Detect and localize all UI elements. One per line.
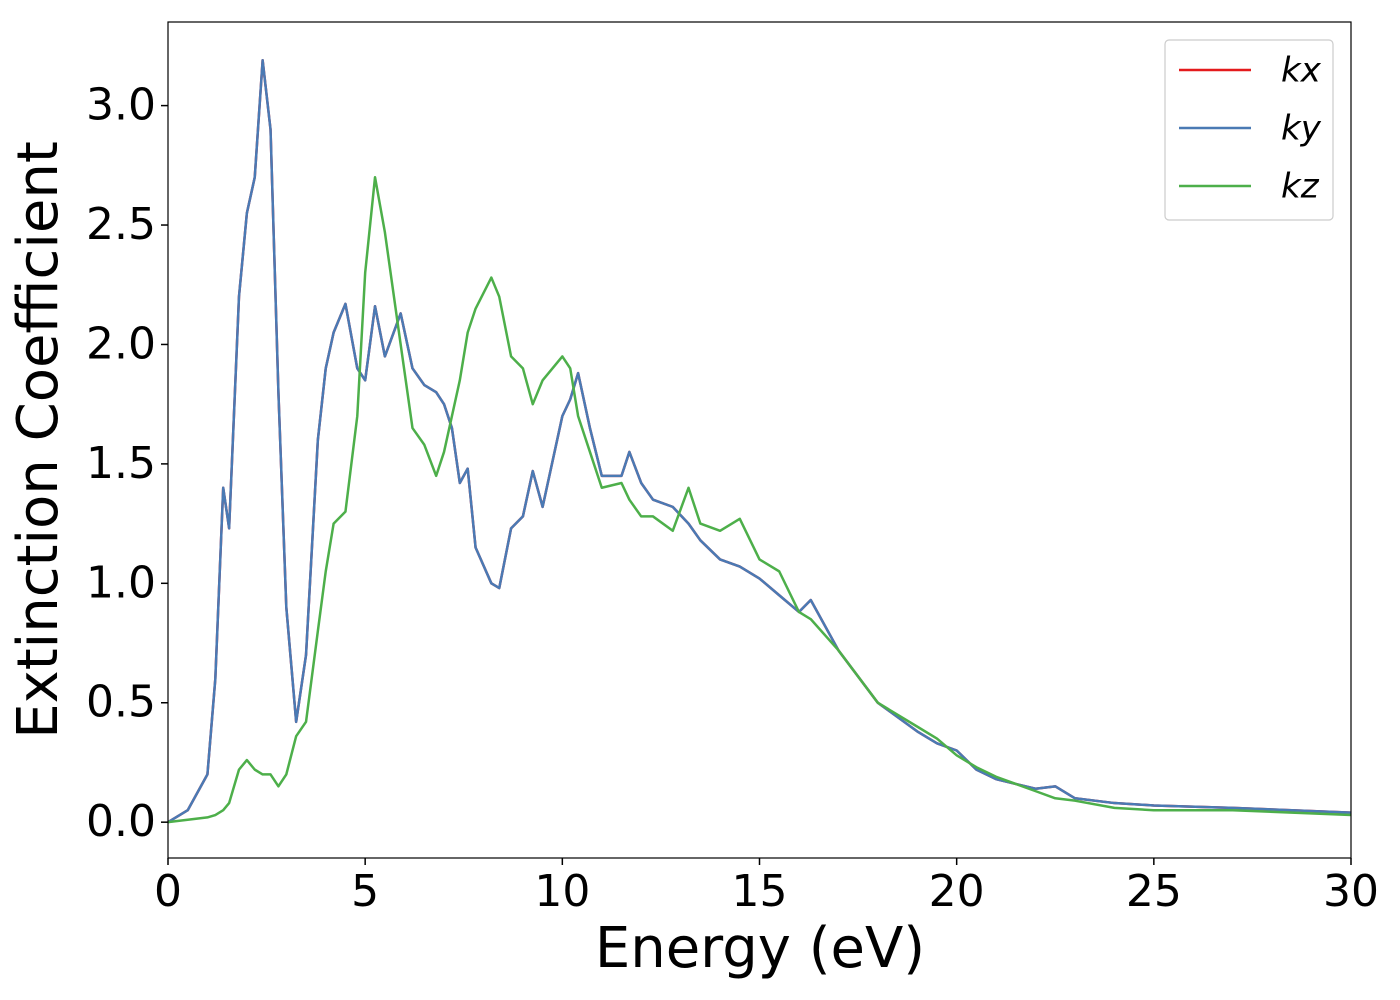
x-tick-label: 10 (534, 866, 590, 917)
y-tick-label: 2.5 (86, 199, 156, 250)
x-tick-label: 0 (154, 866, 182, 917)
x-axis-label: Energy (eV) (595, 916, 925, 981)
series-line (167, 176, 1352, 824)
x-tick-label: 20 (929, 866, 985, 917)
y-tick-label: 0.0 (86, 796, 156, 847)
y-axis-label: Extinction Coefficient (6, 141, 71, 739)
series-line (167, 58, 1352, 824)
y-tick-label: 3.0 (86, 80, 156, 131)
x-tick-label: 5 (351, 866, 379, 917)
plot-frame (167, 21, 1352, 859)
legend-label: kz (1281, 167, 1320, 207)
x-tick-label: 25 (1126, 866, 1182, 917)
legend-label: kx (1281, 51, 1322, 91)
y-tick-label: 1.5 (86, 438, 156, 489)
y-tick-label: 2.0 (86, 318, 156, 369)
legend-box (1164, 39, 1334, 221)
legend-label: ky (1281, 109, 1322, 149)
x-tick-label: 15 (732, 866, 788, 917)
y-tick-label: 0.5 (86, 677, 156, 728)
x-tick-label: 30 (1323, 866, 1379, 917)
y-tick-label: 1.0 (86, 557, 156, 608)
